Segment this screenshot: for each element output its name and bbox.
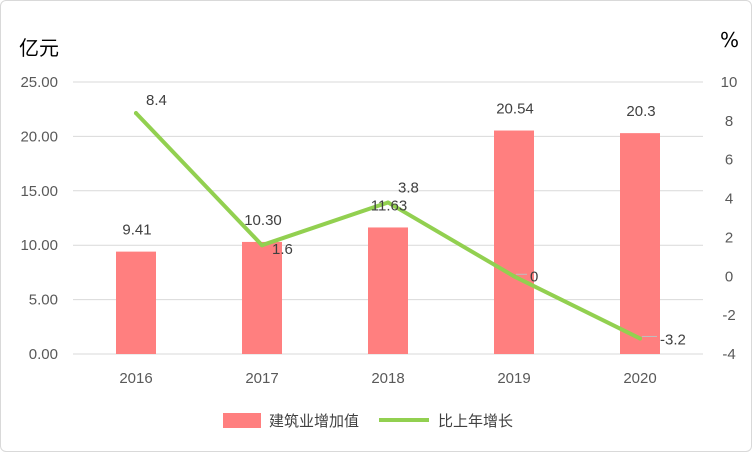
right-axis-unit: % — [720, 28, 739, 52]
line-data-label: 3.8 — [398, 179, 419, 196]
x-axis-tick-label: 2016 — [119, 370, 152, 387]
line-data-label: 8.4 — [146, 92, 167, 109]
bar — [242, 241, 282, 354]
line-data-label: 1.6 — [272, 241, 293, 258]
right-axis-tick-label: 0 — [725, 268, 733, 285]
left-axis-tick-label: 25.00 — [20, 74, 58, 91]
right-axis-tick-label: -4 — [722, 346, 735, 363]
x-axis-tick-label: 2017 — [245, 370, 278, 387]
bar-data-label: 10.30 — [244, 212, 282, 229]
line-data-label: 0 — [530, 268, 538, 285]
line-point — [386, 200, 390, 205]
x-axis-tick-label: 2020 — [623, 370, 656, 387]
data-labels: 9.41 10.30 11.63 20.54 20.3 8.4 1.6 3.8 0 -3.2 — [122, 92, 685, 348]
left-axis-unit: 亿元 — [19, 36, 59, 60]
line-point — [512, 274, 516, 279]
bar-data-label: 9.41 — [122, 222, 151, 239]
bar-data-label: 11.63 — [371, 197, 407, 214]
right-axis-tick-label: 6 — [725, 152, 733, 169]
bar — [494, 130, 534, 354]
bar-series — [116, 130, 660, 354]
line-point — [134, 111, 138, 116]
line-series — [134, 111, 642, 341]
right-axis-tick-label: 4 — [725, 191, 733, 208]
left-axis-tick-label: 5.00 — [29, 292, 58, 309]
bar — [620, 133, 660, 354]
legend-label-line: 比上年增长 — [438, 412, 513, 430]
bar-data-label: 20.3 — [626, 103, 655, 120]
bar — [368, 227, 408, 354]
left-axis-tick-label: 20.00 — [20, 128, 58, 145]
legend: 建筑业增加值 比上年增长 — [223, 412, 513, 430]
bar — [116, 251, 156, 354]
left-axis-tick-label: 15.00 — [20, 183, 58, 200]
right-axis-tick-label: 2 — [725, 229, 733, 246]
right-axis-tick-label: 8 — [725, 113, 733, 130]
line-point — [638, 336, 642, 341]
axes: 0.00 5.00 10.00 15.00 20.00 25.00 -4 -2 0 2 4 6 8 10 2… — [20, 74, 737, 387]
line-data-label: -3.2 — [660, 331, 686, 348]
line-point — [260, 243, 264, 248]
right-axis-tick-label: 10 — [721, 74, 738, 91]
x-axis-tick-label: 2019 — [497, 370, 530, 387]
left-axis-tick-label: 0.00 — [29, 346, 58, 363]
legend-swatch-bar — [223, 413, 261, 428]
bar-data-label: 20.54 — [496, 101, 534, 118]
x-axis-tick-label: 2018 — [371, 370, 404, 387]
left-axis-tick-label: 10.00 — [20, 237, 58, 254]
right-axis-tick-label: -2 — [722, 307, 735, 324]
legend-label-bar: 建筑业增加值 — [269, 412, 359, 430]
